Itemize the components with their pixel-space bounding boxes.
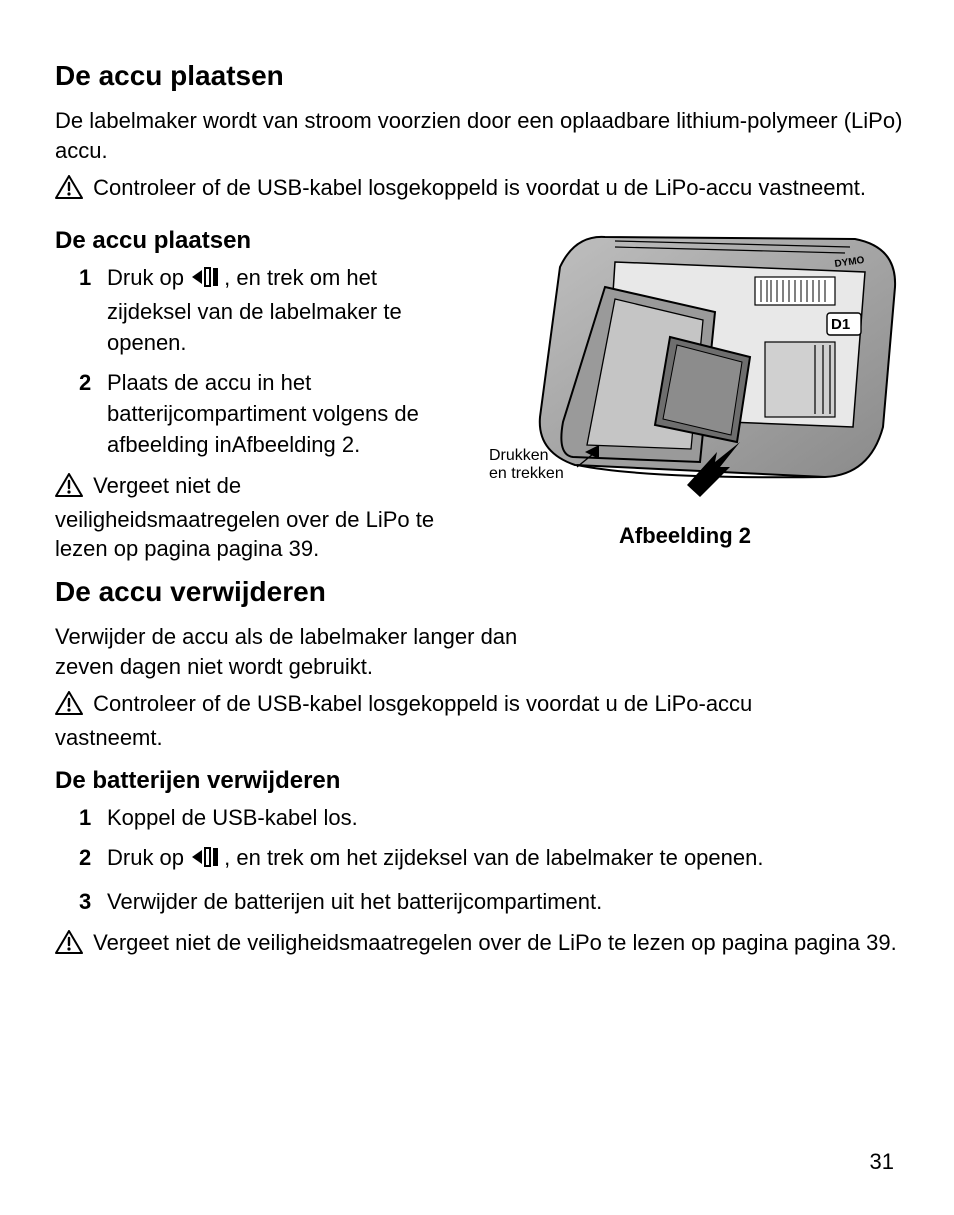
- section2-warning-text: Controleer of de USB-kabel losgekoppeld …: [55, 691, 752, 750]
- section1-intro: De labelmaker wordt van stroom voorzien …: [55, 106, 904, 165]
- step-number: 1: [79, 263, 91, 294]
- section2-title: De accu verwijderen: [55, 576, 904, 608]
- section2-step-3: 3 Verwijder de batterijen uit het batter…: [79, 887, 904, 918]
- section1-step-1: 1 Druk op , en trek om het zijdeksel van…: [79, 263, 435, 358]
- section1-after-warning: Vergeet niet de veiligheidsmaatregelen o…: [55, 471, 435, 564]
- section2-after-warning-text: Vergeet niet de veiligheidsmaatregelen o…: [93, 930, 897, 955]
- figure-arrow-label: Drukken en trekken: [489, 447, 564, 484]
- section2-step-2: 2 Druk op , en trek om het zijdeksel van…: [79, 843, 904, 877]
- figure-caption: Afbeelding 2: [619, 523, 751, 549]
- press-pull-icon: [192, 266, 222, 297]
- section2-step1-text: Koppel de USB-kabel los.: [107, 805, 358, 830]
- section1-warning: Controleer of de USB-kabel losgekoppeld …: [55, 173, 904, 207]
- section2-warning: Controleer of de USB-kabel losgekoppeld …: [55, 689, 815, 752]
- press-pull-icon: [192, 846, 222, 877]
- left-column: De accu plaatsen 1 Druk op , en trek om …: [55, 213, 435, 570]
- section1-after-warning-text: Vergeet niet de veiligheidsmaatregelen o…: [55, 473, 434, 561]
- page-number: 31: [870, 1149, 894, 1175]
- section2-step-1: 1 Koppel de USB-kabel los.: [79, 803, 904, 834]
- section2-step2-pre: Druk op: [107, 845, 190, 870]
- figure-arrow-label-line1: Drukken: [489, 447, 549, 464]
- step-number: 2: [79, 843, 91, 874]
- section2-step2-post: , en trek om het zijdeksel van de labelm…: [224, 845, 763, 870]
- warning-icon: [55, 175, 83, 207]
- step-number: 1: [79, 803, 91, 834]
- section2-after-warning: Vergeet niet de veiligheidsmaatregelen o…: [55, 928, 904, 962]
- two-column-layout: De accu plaatsen 1 Druk op , en trek om …: [55, 213, 904, 570]
- figure-illustration: D1 DYMO: [465, 217, 905, 517]
- section2-intro: Verwijder de accu als de labelmaker lang…: [55, 622, 575, 681]
- section1-steps-title: De accu plaatsen: [55, 227, 435, 255]
- warning-icon: [55, 930, 83, 962]
- right-column: D1 DYMO: [465, 213, 905, 549]
- section2-step3-text: Verwijder de batterijen uit het batterij…: [107, 889, 602, 914]
- step2-text: Plaats de accu in het batterijcompartime…: [107, 370, 419, 457]
- section1-steps: 1 Druk op , en trek om het zijdeksel van…: [55, 263, 435, 461]
- section2-steps: 1 Koppel de USB-kabel los. 2 Druk op , e…: [55, 803, 904, 918]
- section1-warning-text: Controleer of de USB-kabel losgekoppeld …: [93, 175, 866, 200]
- warning-icon: [55, 473, 83, 505]
- section1-title: De accu plaatsen: [55, 60, 904, 92]
- section1-step-2: 2 Plaats de accu in het batterijcomparti…: [79, 368, 435, 460]
- step-number: 3: [79, 887, 91, 918]
- step1-pre: Druk op: [107, 265, 190, 290]
- svg-text:D1: D1: [831, 316, 850, 333]
- figure-arrow-label-line2: en trekken: [489, 465, 564, 482]
- warning-icon: [55, 691, 83, 723]
- step-number: 2: [79, 368, 91, 399]
- section2-steps-title: De batterijen verwijderen: [55, 767, 904, 795]
